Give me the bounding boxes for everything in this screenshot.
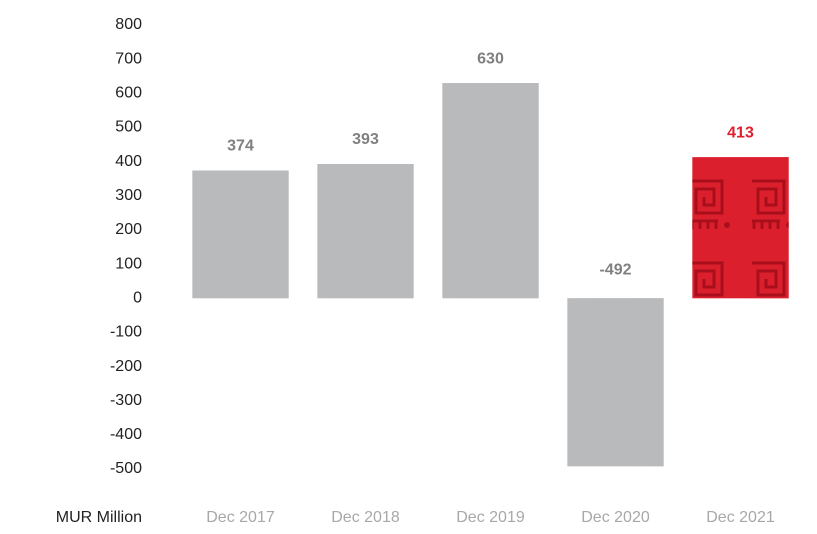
y-tick-label: 100 <box>115 255 142 272</box>
x-tick-label: Dec 2017 <box>206 509 275 526</box>
x-tick-label: Dec 2019 <box>456 509 525 526</box>
y-tick-label: -100 <box>110 324 142 341</box>
x-tick-label: Dec 2018 <box>331 509 400 526</box>
x-tick-label: Dec 2021 <box>706 509 775 526</box>
y-tick-label: -400 <box>110 426 142 443</box>
bar-shade <box>442 83 539 299</box>
y-tick-label: 600 <box>115 85 142 102</box>
y-tick-label: 800 <box>115 16 142 33</box>
bar-shade <box>317 164 414 299</box>
value-label: -492 <box>599 261 631 278</box>
y-tick-label: -500 <box>110 460 142 477</box>
x-tick-label: Dec 2020 <box>581 509 650 526</box>
value-label: 630 <box>477 50 504 67</box>
value-label: 413 <box>727 124 754 141</box>
value-label: 393 <box>352 131 379 148</box>
bar-shade <box>192 170 289 299</box>
y-tick-label: 400 <box>115 153 142 170</box>
bar-shade <box>567 298 664 467</box>
y-tick-label: 300 <box>115 187 142 204</box>
bar-pattern <box>692 157 789 299</box>
y-tick-label: 200 <box>115 221 142 238</box>
y-tick-label: -200 <box>110 358 142 375</box>
y-tick-label: -300 <box>110 392 142 409</box>
y-tick-label: 500 <box>115 119 142 136</box>
y-tick-label: 0 <box>133 289 142 306</box>
y-tick-label: 700 <box>115 50 142 67</box>
y-axis-label: MUR Million <box>56 509 142 526</box>
value-label: 374 <box>227 138 254 155</box>
